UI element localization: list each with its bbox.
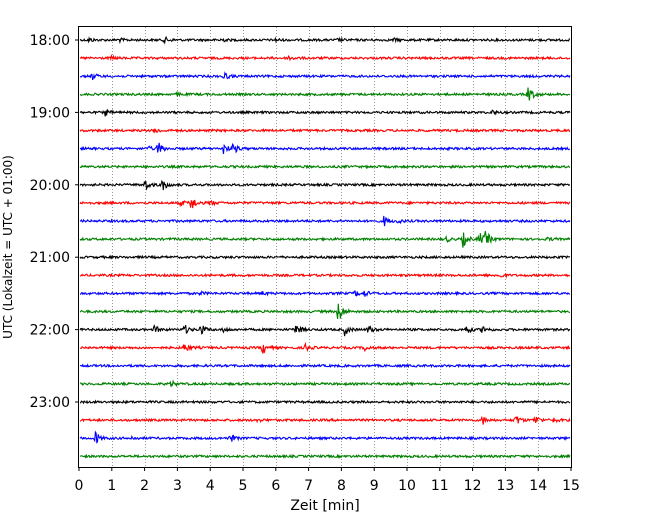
trace-line (79, 415, 571, 425)
x-tick-label: 6 (271, 478, 280, 494)
trace-line (79, 341, 571, 355)
y-tick-label: 22:00 (30, 323, 70, 339)
x-axis-label: Zeit [min] (290, 498, 359, 514)
trace-line (79, 254, 571, 260)
x-tick-label: 3 (173, 478, 182, 494)
x-tick-label: 8 (337, 478, 346, 494)
trace-line (79, 231, 571, 248)
trace-line (79, 363, 571, 369)
x-tick-label: 2 (140, 478, 149, 494)
trace-line (79, 179, 571, 191)
trace-line (79, 71, 571, 81)
trace-line (79, 109, 571, 117)
x-tick-label: 10 (398, 478, 416, 494)
trace-line (79, 379, 571, 388)
trace-line (79, 127, 571, 134)
trace-line (79, 215, 571, 227)
trace-line (79, 199, 571, 209)
y-tick-label: 18:00 (30, 33, 70, 49)
vertical-gridlines (112, 27, 539, 467)
y-axis-ticks: 18:00 19:00 20:00 21:00 22:00 23:00 (30, 33, 79, 411)
trace-lines (79, 35, 571, 459)
trace-line (79, 290, 571, 297)
y-axis-label: UTC (Lokalzeit = UTC + 01:00) (1, 155, 15, 339)
x-tick-label: 5 (239, 478, 248, 494)
x-tick-label: 14 (529, 478, 547, 494)
x-axis-ticks: 0 1 2 3 4 5 6 7 8 9 10 11 12 13 14 15 (75, 467, 580, 494)
trace-line (79, 430, 571, 444)
trace-line (79, 272, 571, 279)
trace-line (79, 163, 571, 170)
trace-line (79, 399, 571, 405)
y-tick-label: 23:00 (30, 395, 70, 411)
y-tick-label: 20:00 (30, 178, 70, 194)
x-tick-label: 1 (107, 478, 116, 494)
y-tick-label: 19:00 (30, 105, 70, 121)
x-tick-label: 13 (496, 478, 514, 494)
x-tick-label: 0 (75, 478, 84, 494)
x-tick-label: 15 (562, 478, 580, 494)
trace-line (79, 54, 571, 62)
trace-line (79, 142, 571, 155)
plot-frame (78, 26, 572, 468)
trace-line (79, 324, 571, 337)
x-tick-label: 4 (206, 478, 215, 494)
x-tick-label: 12 (464, 478, 482, 494)
trace-line (79, 87, 571, 101)
x-tick-label: 11 (431, 478, 449, 494)
trace-line (79, 453, 571, 459)
x-tick-label: 9 (370, 478, 379, 494)
trace-line (80, 303, 571, 319)
x-tick-label: 7 (304, 478, 313, 494)
y-tick-label: 21:00 (30, 250, 70, 266)
trace-line (79, 35, 571, 45)
